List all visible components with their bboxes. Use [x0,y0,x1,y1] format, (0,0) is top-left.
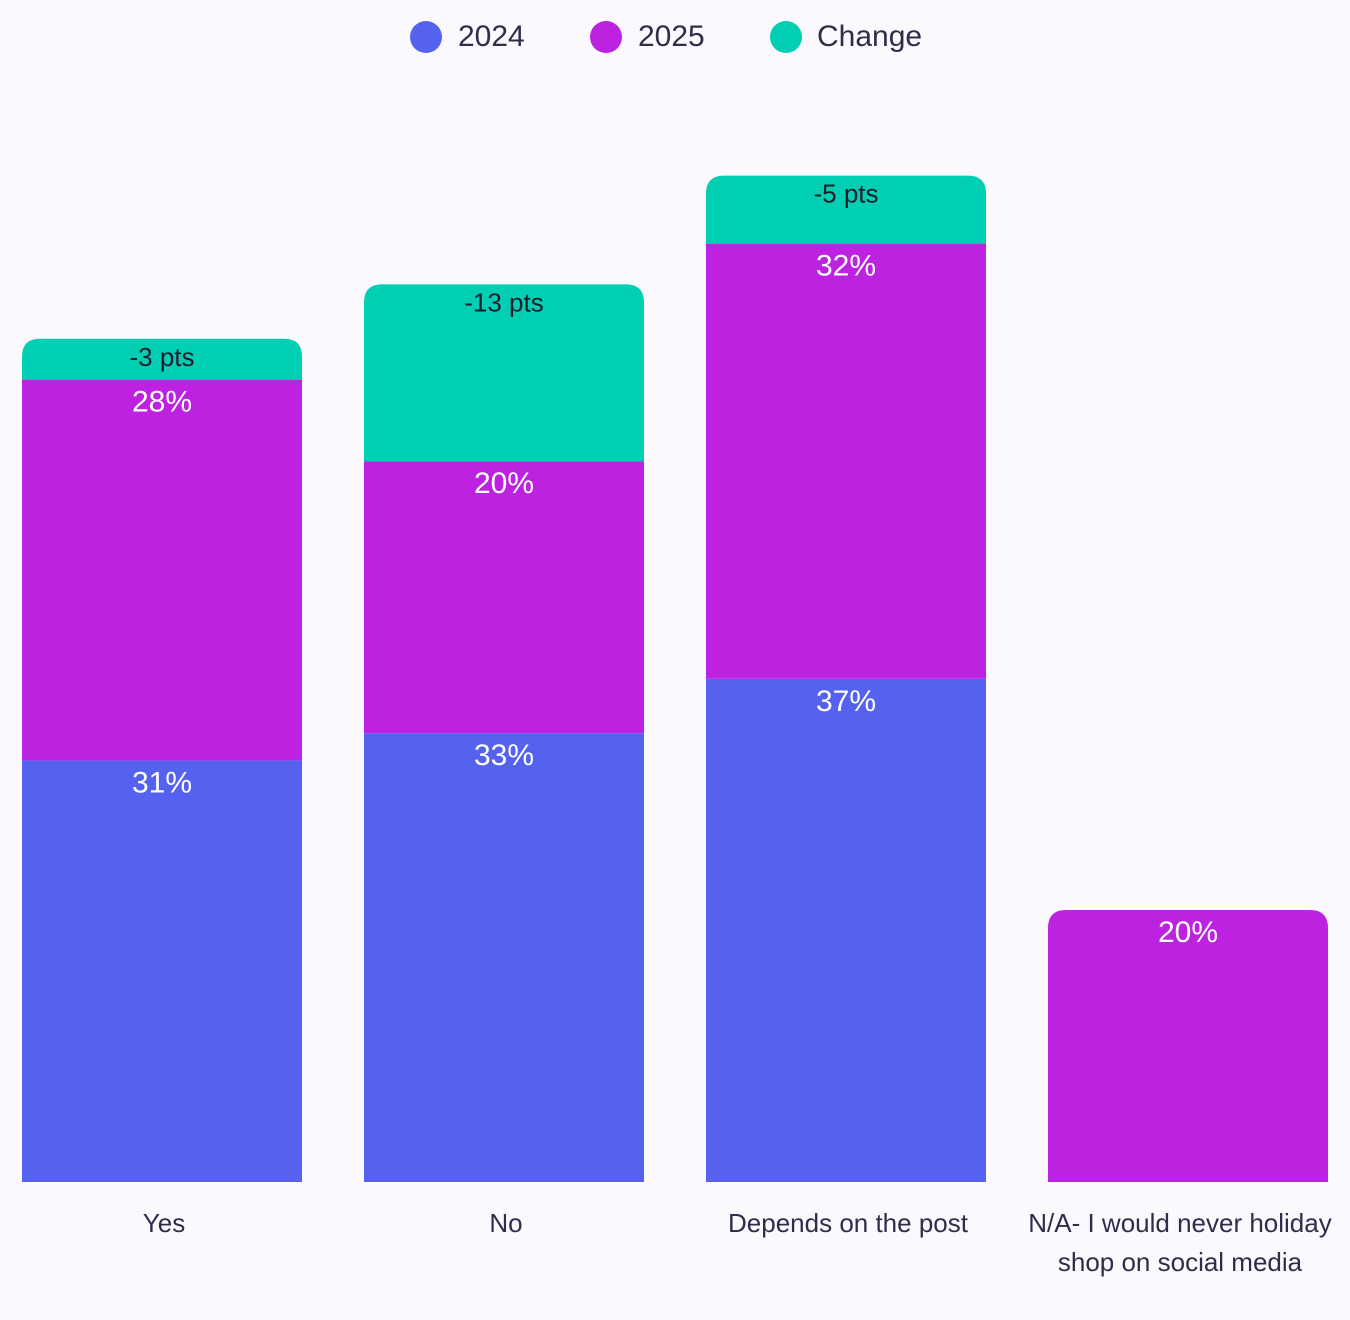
category-label-depends-on-the-post: Depends on the post [728,1208,969,1238]
bar-2025-n-a-i-would-never-holiday-shop [1048,910,1328,1182]
bar-2025-no [364,461,644,734]
bar-2025-yes [22,379,302,761]
data-label-2024-depends-on-the-post: 37% [816,685,876,718]
data-label-change-depends-on-the-post: -5 pts [813,179,878,209]
data-label-change-yes: -3 pts [129,342,194,372]
plot-area: 31% 28% -3 pts 33% 20% -13 pts 37% 32% -5 pts 20% [22,175,1328,1182]
data-label-change-no: -13 pts [464,287,544,317]
legend-label-change: Change [817,20,922,53]
bar-2024-yes [22,760,302,1182]
data-label-2025-yes: 28% [132,386,192,419]
bar-2024-no [364,733,644,1182]
legend-swatch-change [770,21,802,53]
bar-change-depends-on-the-post [706,175,986,244]
bar-2024-depends-on-the-post [706,678,986,1182]
bar-change-yes [22,338,302,380]
bar-2025-depends-on-the-post [706,243,986,679]
data-label-2025-n-a-i-would-never-holiday-shop: 20% [1158,916,1218,949]
data-label-2025-depends-on-the-post: 32% [816,250,876,283]
data-label-2025-no: 20% [474,467,534,500]
legend-label-2025: 2025 [638,20,705,53]
x-axis-labels: Yes No Depends on the post N/A- I would nev… [143,1208,1332,1277]
data-label-2024-no: 33% [474,739,534,772]
category-label-n-a-i-would-never-holiday-shop: N/A- I would never holiday shop on social… [1028,1208,1331,1277]
legend: 2024 2025 Change [410,20,922,53]
category-label-yes: Yes [143,1208,185,1238]
legend-swatch-2024 [410,21,442,53]
data-label-2024-yes: 31% [132,766,192,799]
bar-change-no [364,284,644,462]
legend-swatch-2025 [590,21,622,53]
category-label-no: No [489,1208,522,1238]
legend-label-2024: 2024 [458,20,525,53]
